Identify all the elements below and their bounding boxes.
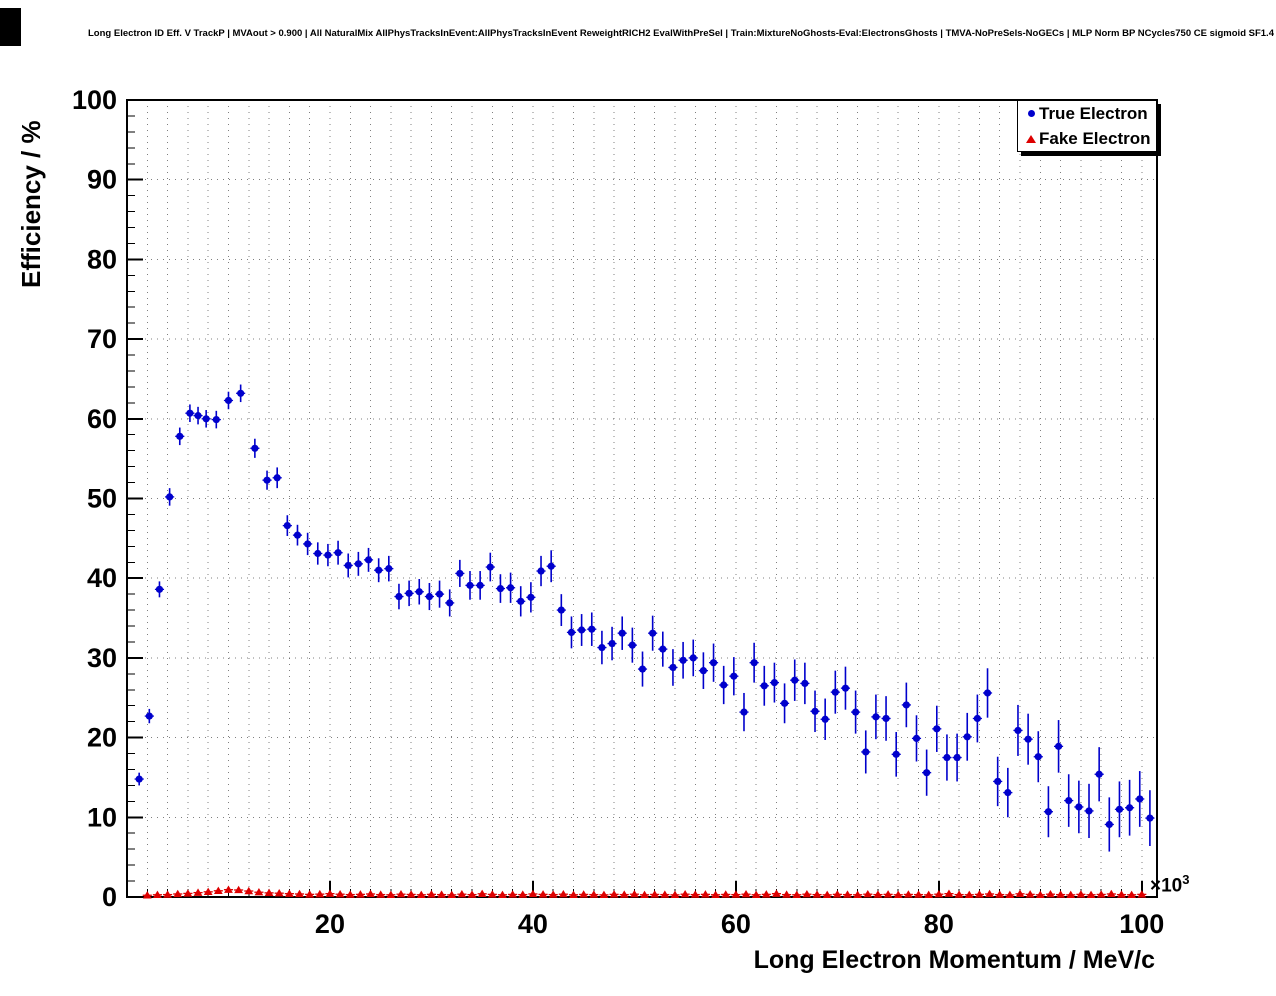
svg-text:20: 20 [315,909,345,939]
y-axis-title: Efficiency / % [16,120,46,288]
legend-box: True Electron Fake Electron [1017,100,1157,152]
svg-text:50: 50 [87,484,117,514]
legend-label: True Electron [1039,103,1148,123]
svg-text:40: 40 [87,563,117,593]
svg-text:0: 0 [102,882,117,912]
fake-electron-marker-icon [1023,134,1039,143]
x-axis-title: Long Electron Momentum / MeV/c [753,946,1155,974]
svg-text:100: 100 [72,85,117,115]
svg-text:80: 80 [87,244,117,274]
svg-text:60: 60 [87,404,117,434]
svg-text:80: 80 [924,909,954,939]
canvas-corner-mark [0,8,21,46]
svg-text:70: 70 [87,324,117,354]
svg-text:100: 100 [1119,909,1164,939]
svg-text:40: 40 [518,909,548,939]
legend-label: Fake Electron [1039,128,1151,148]
svg-text:30: 30 [87,643,117,673]
plot-title: Long Electron ID Eff. V TrackP | MVAout … [88,28,1276,39]
x-axis-exponent: ×103 [1150,872,1190,897]
true-electron-marker-icon [1023,110,1039,117]
svg-text:90: 90 [87,165,117,195]
svg-text:60: 60 [721,909,751,939]
svg-text:10: 10 [87,802,117,832]
legend-item-fake-electron: Fake Electron [1018,126,1156,151]
svg-text:20: 20 [87,723,117,753]
legend-item-true-electron: True Electron [1018,101,1156,126]
